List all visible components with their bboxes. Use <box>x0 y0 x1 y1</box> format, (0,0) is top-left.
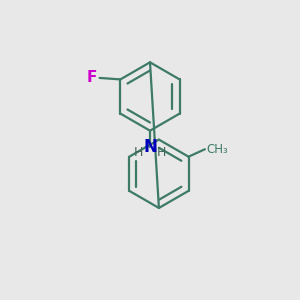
Text: N: N <box>143 138 157 156</box>
Text: H: H <box>134 146 143 159</box>
Text: CH₃: CH₃ <box>206 143 228 156</box>
Text: F: F <box>87 70 97 86</box>
Text: H: H <box>157 146 166 159</box>
